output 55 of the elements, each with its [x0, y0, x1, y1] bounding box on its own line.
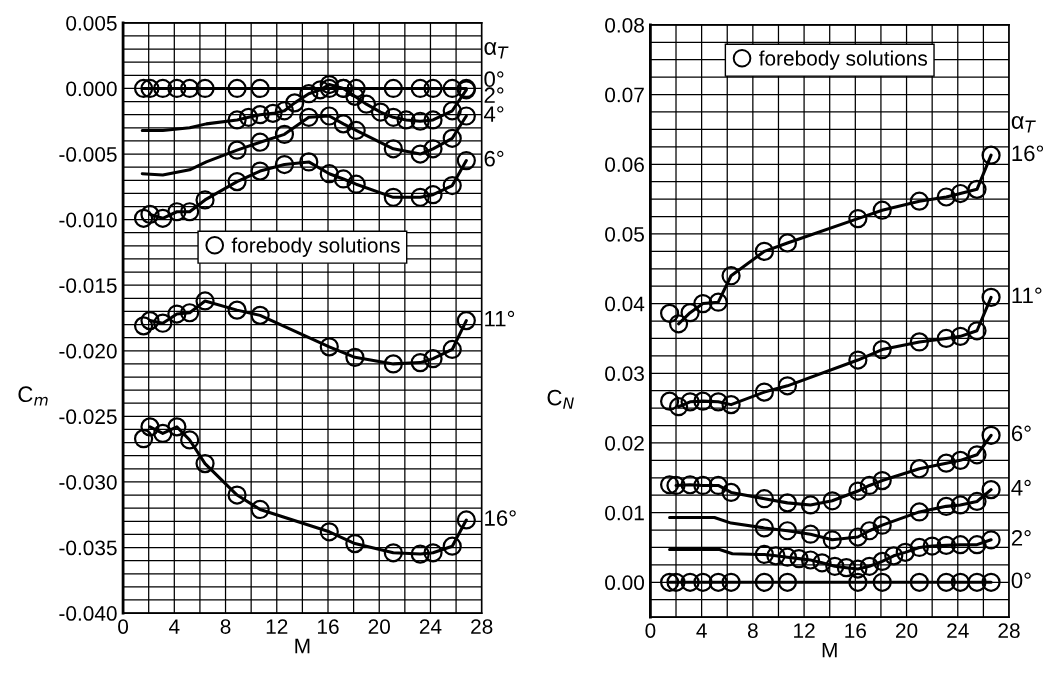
x-tick-label: 8	[220, 619, 231, 634]
series-label: 6°	[484, 150, 504, 167]
y-tick-label: 0.08	[605, 17, 644, 33]
x-tick-label: 28	[998, 623, 1020, 638]
y-tick-label: -0.015	[59, 278, 117, 293]
y-tick-label: -0.030	[59, 474, 117, 490]
y-tick-label: 0.04	[605, 296, 645, 312]
x-tick-label: 16	[845, 623, 866, 638]
y-tick-label: 0.00	[605, 575, 645, 591]
series-label: 4°	[484, 106, 504, 122]
y-axis-title: C$_{m}$	[18, 386, 48, 406]
y-tick-label: -0.020	[59, 343, 117, 359]
series-label: 2°	[1011, 530, 1031, 546]
x-tick-label: 16	[318, 619, 339, 634]
y-tick-label: 0.005	[66, 15, 117, 31]
series-label: 16°	[1012, 145, 1044, 162]
y-tick-label: 0.01	[605, 505, 644, 521]
series-label: 16°	[485, 510, 516, 526]
x-tick-label: 20	[896, 623, 918, 638]
text: α$_{T}$	[1011, 115, 1036, 133]
text: α$_{T}$	[484, 42, 509, 59]
y-tick-label: 0.07	[605, 87, 644, 103]
x-axis-title: M	[295, 638, 310, 654]
series-label: 0°	[1011, 572, 1031, 589]
x-tick-label: 24	[419, 619, 442, 634]
x-tick-label: 4	[168, 619, 180, 634]
y-axis-title: C$_{N}$	[547, 389, 574, 409]
x-tick-label: 12	[266, 619, 288, 634]
x-tick-label: 8	[747, 623, 758, 638]
y-tick-label: -0.035	[59, 540, 117, 556]
y-tick-label: 0.03	[605, 366, 644, 382]
legend-label: forebody solutions	[231, 237, 400, 257]
y-tick-label: 0.000	[66, 81, 117, 97]
x-tick-label: 24	[947, 623, 969, 638]
series-label: 6°	[1011, 425, 1031, 442]
series-label: 11°	[485, 310, 515, 327]
x-tick-label: 4	[696, 623, 707, 638]
x-tick-label: 28	[471, 619, 493, 634]
y-tick-label: 0.02	[605, 435, 644, 451]
x-tick-label: 0	[645, 623, 656, 638]
series-label: 11°	[1012, 287, 1042, 304]
x-tick-label: 0	[118, 619, 129, 634]
y-tick-label: -0.040	[59, 606, 117, 621]
series-label: 0°	[484, 71, 504, 88]
x-tick-label: 20	[368, 619, 390, 634]
x-tick-label: 12	[794, 623, 815, 638]
y-tick-label: -0.005	[59, 147, 117, 162]
series-label: 2°	[484, 87, 504, 103]
legend-label: forebody solutions	[759, 50, 928, 70]
y-tick-label: 0.05	[605, 226, 644, 242]
y-tick-label: -0.010	[59, 212, 117, 228]
y-tick-label: -0.025	[59, 409, 117, 425]
x-axis-title: M	[822, 642, 837, 658]
y-tick-label: 0.06	[605, 157, 644, 173]
series-label: 4°	[1011, 479, 1031, 496]
